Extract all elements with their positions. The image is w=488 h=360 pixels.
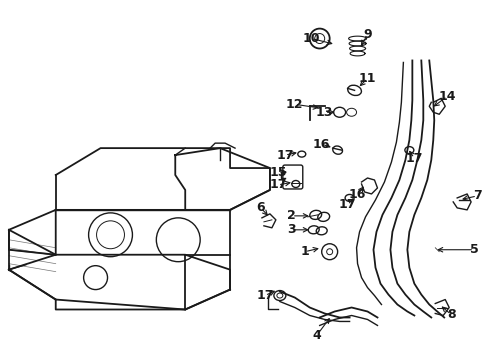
Text: 16: 16 [312,138,330,150]
Text: 5: 5 [469,243,477,256]
Text: 9: 9 [363,28,371,41]
Text: 3: 3 [287,223,296,236]
Text: 17: 17 [256,289,273,302]
Text: 16: 16 [348,188,366,202]
Text: 13: 13 [315,106,333,119]
Text: 8: 8 [446,308,455,321]
Text: 14: 14 [438,90,455,103]
Text: 10: 10 [303,32,320,45]
Text: 17: 17 [268,179,286,192]
Text: 7: 7 [472,189,481,202]
Text: 11: 11 [358,72,375,85]
Text: 6: 6 [256,201,264,215]
Text: 17: 17 [405,152,422,165]
Text: 17: 17 [276,149,293,162]
Text: 17: 17 [338,198,356,211]
Text: 4: 4 [312,329,321,342]
Text: 12: 12 [285,98,303,111]
Text: 15: 15 [268,166,286,179]
Text: 2: 2 [287,210,296,222]
Text: 1: 1 [300,245,308,258]
